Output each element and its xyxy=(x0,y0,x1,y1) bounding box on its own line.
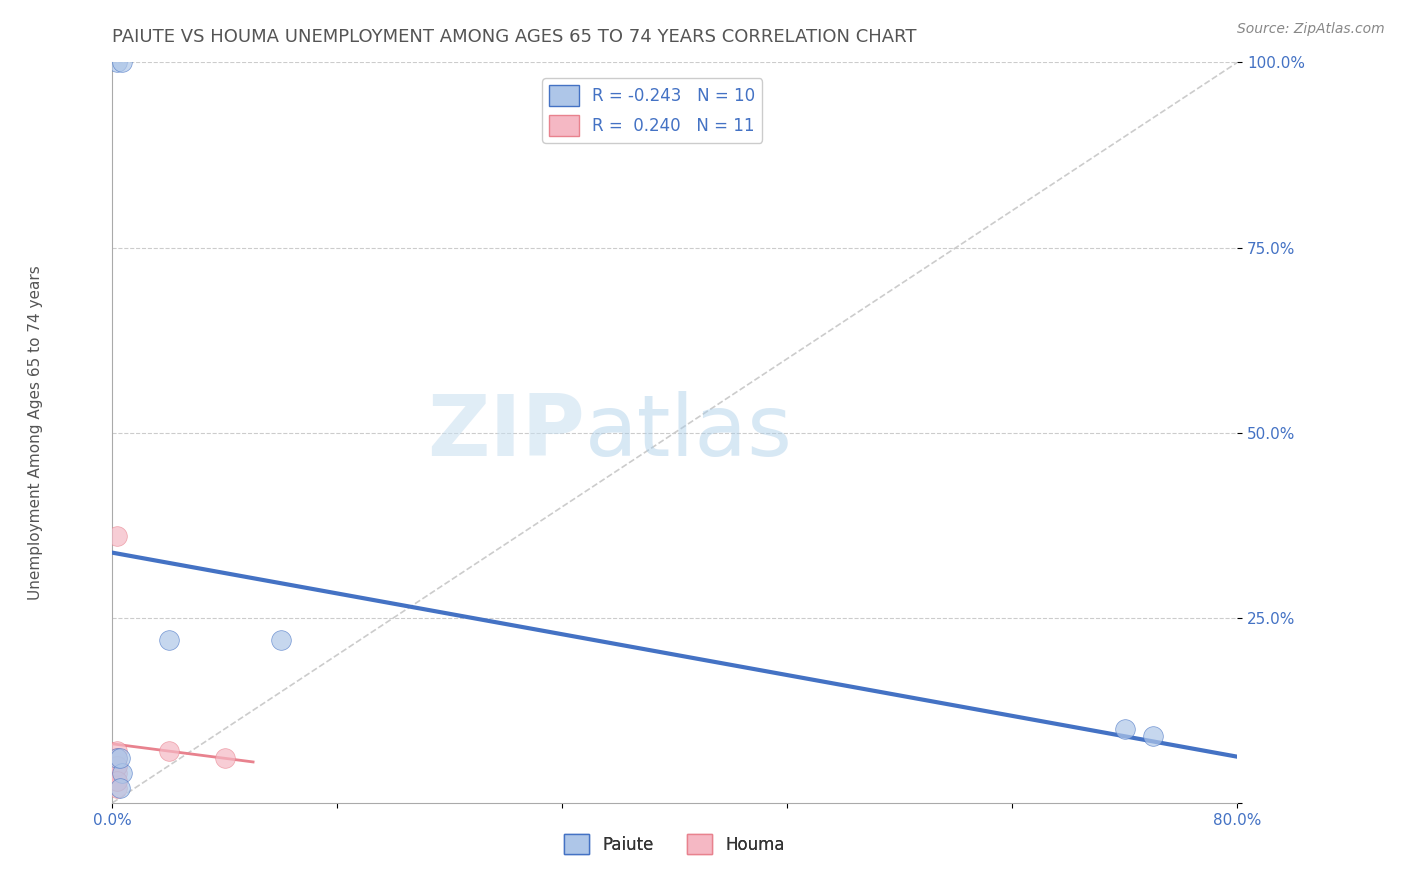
Point xyxy=(105,758,128,772)
Point xyxy=(105,758,128,772)
Point xyxy=(111,766,134,780)
Text: PAIUTE VS HOUMA UNEMPLOYMENT AMONG AGES 65 TO 74 YEARS CORRELATION CHART: PAIUTE VS HOUMA UNEMPLOYMENT AMONG AGES … xyxy=(112,28,917,45)
Point xyxy=(111,55,134,70)
Point xyxy=(105,744,128,758)
Point xyxy=(105,751,128,765)
Point xyxy=(214,751,236,765)
Point xyxy=(108,780,131,795)
Point xyxy=(1114,722,1136,736)
Point xyxy=(157,632,180,647)
Text: Source: ZipAtlas.com: Source: ZipAtlas.com xyxy=(1237,22,1385,37)
Text: atlas: atlas xyxy=(585,391,793,475)
Legend: Paiute, Houma: Paiute, Houma xyxy=(558,828,792,861)
Point xyxy=(105,780,128,795)
Point xyxy=(270,632,292,647)
Point xyxy=(105,773,128,788)
Point xyxy=(105,55,128,70)
Point xyxy=(105,773,128,788)
Point xyxy=(157,744,180,758)
Point xyxy=(105,766,128,780)
Y-axis label: Unemployment Among Ages 65 to 74 years: Unemployment Among Ages 65 to 74 years xyxy=(28,265,44,600)
Text: ZIP: ZIP xyxy=(427,391,585,475)
Point xyxy=(108,751,131,765)
Point xyxy=(105,529,128,543)
Point xyxy=(1142,729,1164,743)
Point xyxy=(105,751,128,765)
